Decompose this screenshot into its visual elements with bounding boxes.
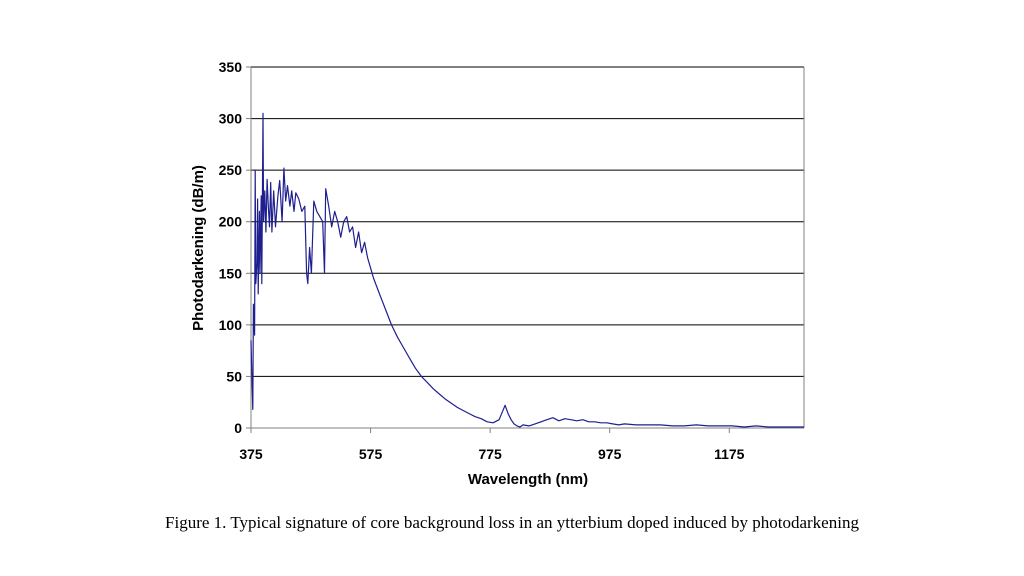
x-tick-labels: 375 575 775 975 1175 [239, 446, 744, 462]
x-tick-label: 975 [598, 446, 622, 462]
x-tick-label: 1175 [714, 446, 745, 462]
series-layer [250, 112, 804, 428]
line-chart: 0 50 100 150 200 250 300 350 375 575 775 975 1175 W… [190, 59, 805, 488]
x-tick-label: 575 [359, 446, 383, 462]
y-tick-label: 0 [234, 420, 242, 436]
gridlines [251, 66, 804, 377]
y-tick-labels: 0 50 100 150 200 250 300 350 [219, 59, 243, 436]
y-axis-title: Photodarkening (dB/m) [190, 165, 207, 331]
x-tick-label: 375 [239, 446, 263, 462]
y-tick-label: 200 [219, 214, 243, 230]
y-tick-label: 300 [219, 111, 243, 127]
axes [246, 66, 805, 433]
series-line [250, 112, 804, 428]
y-tick-label: 150 [219, 265, 243, 281]
y-tick-label: 100 [219, 317, 243, 333]
y-tick-label: 250 [219, 162, 243, 178]
y-tick-label: 50 [226, 368, 242, 384]
x-tick-label: 775 [478, 446, 502, 462]
figure-caption: Figure 1. Typical signature of core back… [165, 513, 859, 532]
x-axis-title: Wavelength (nm) [468, 471, 588, 488]
y-tick-label: 350 [219, 59, 243, 75]
